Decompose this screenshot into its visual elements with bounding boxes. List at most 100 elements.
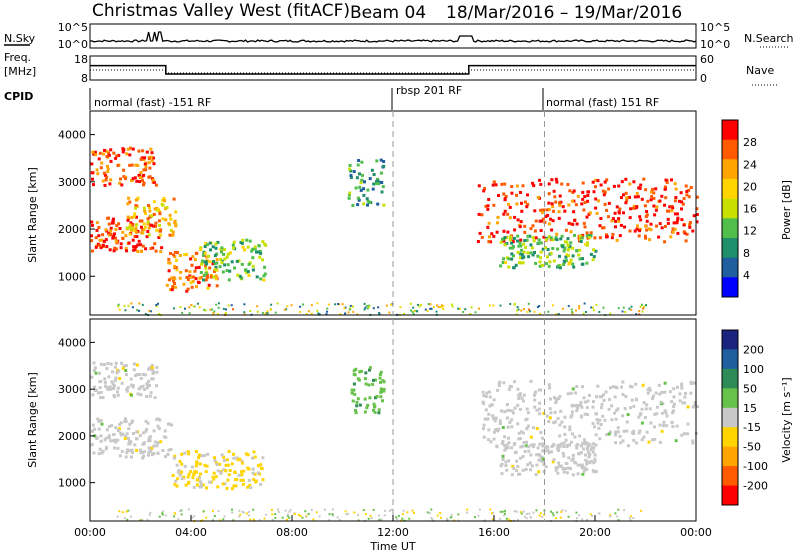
velocity-cell <box>660 391 664 394</box>
velocity-cell <box>123 420 127 424</box>
power-cell <box>687 188 691 192</box>
cpid-boundary-lines <box>392 111 545 521</box>
power-cell <box>149 155 153 159</box>
velocity-ground-cell <box>431 518 434 521</box>
cpid-segment-2: rbsp 201 RF <box>396 84 462 97</box>
velocity-cell <box>127 427 131 431</box>
velocity-ground-cell <box>271 513 274 516</box>
velocity-cell <box>563 467 567 471</box>
power-cell <box>692 214 696 218</box>
velocity-cell <box>581 385 584 389</box>
power-cell <box>220 261 224 265</box>
velocity-cell <box>350 391 354 395</box>
velocity-ground-cell <box>477 514 480 517</box>
power-cell <box>95 168 99 172</box>
power-cell <box>529 251 533 255</box>
velocity-ground-cell <box>551 512 554 515</box>
power-ground-cell <box>243 311 246 314</box>
velocity-cell <box>585 406 589 410</box>
velocity-cell <box>500 442 504 446</box>
power-cell <box>628 216 632 220</box>
velocity-ground-cell <box>310 508 313 511</box>
power-ground-cell <box>469 313 472 315</box>
velocity-cell <box>566 466 570 470</box>
power-cell <box>631 206 635 210</box>
power-cell <box>645 219 649 223</box>
power-ground-cell <box>179 306 182 309</box>
velocity-cell <box>562 441 566 445</box>
power-ground-cell <box>557 313 560 315</box>
velocity-ground-cell <box>567 515 570 518</box>
power-cell <box>204 242 208 245</box>
velocity-ground-cell <box>162 510 165 513</box>
velocity-ground-cell <box>288 516 291 519</box>
velocity-ground-cell <box>179 510 182 513</box>
power-cell <box>135 215 138 219</box>
power-cell <box>610 219 614 223</box>
velocity-cell <box>569 440 573 444</box>
velocity-cell <box>691 439 695 443</box>
power-cell <box>204 272 208 276</box>
velocity-cell <box>234 478 238 482</box>
velocity-cell <box>197 476 201 480</box>
power-cell <box>541 247 545 251</box>
velocity-cell <box>484 408 488 412</box>
power-cell <box>202 260 206 264</box>
power-cell <box>167 278 171 282</box>
velocity-cell <box>112 433 116 437</box>
power-cell <box>534 261 538 265</box>
power-cell <box>596 179 600 183</box>
velocity-cell <box>640 421 644 425</box>
power-cell <box>250 249 254 253</box>
power-cell <box>244 268 247 272</box>
noise-right-tick-top: 10^5 <box>700 21 730 34</box>
power-cell <box>148 209 152 213</box>
velocity-cell <box>689 380 693 384</box>
power-cell <box>130 228 133 232</box>
power-cell <box>643 234 647 238</box>
power-ground-cell <box>117 305 120 308</box>
velocity-ground-cell <box>213 515 216 517</box>
velocity-cell <box>141 456 145 460</box>
power-cell <box>639 183 643 187</box>
power-cell <box>140 219 144 223</box>
velocity-region-0 <box>90 417 174 460</box>
velocity-cell <box>149 391 153 395</box>
power-cell <box>214 274 218 278</box>
velocity-cell <box>96 417 100 421</box>
power-cell <box>126 202 130 206</box>
velocity-cell <box>201 483 205 487</box>
power-cell <box>112 235 115 239</box>
power-cell <box>512 236 516 240</box>
nave-tick-top: 60 <box>700 53 714 66</box>
velocity-ground-cell <box>332 514 334 517</box>
power-colorbar-swatch-2 <box>722 159 738 180</box>
power-ground-cell <box>436 304 439 307</box>
velocity-cell <box>663 390 667 394</box>
velocity-ground-cell <box>193 515 196 518</box>
velocity-cell <box>584 458 588 462</box>
velocity-cell <box>583 467 587 471</box>
velocity-cell <box>658 440 662 444</box>
power-cell <box>635 192 639 195</box>
power-cell <box>170 288 174 292</box>
velocity-cell <box>585 462 589 466</box>
velocity-cell <box>673 402 676 406</box>
power-ground-cell <box>222 307 225 310</box>
velocity-ground-cell <box>364 513 367 516</box>
power-cell <box>548 260 552 264</box>
velocity-cell <box>681 401 685 405</box>
power-cell <box>615 205 619 209</box>
velocity-cell <box>142 454 146 458</box>
power-cell <box>99 166 103 170</box>
velocity-cell <box>581 472 585 476</box>
power-cell <box>544 238 548 242</box>
power-cell <box>134 227 138 231</box>
power-cell <box>529 243 533 247</box>
power-cell <box>605 178 609 182</box>
velocity-cell <box>367 383 371 387</box>
velocity-cell <box>221 482 225 486</box>
velocity-cell <box>257 471 260 475</box>
power-cell <box>138 176 142 179</box>
